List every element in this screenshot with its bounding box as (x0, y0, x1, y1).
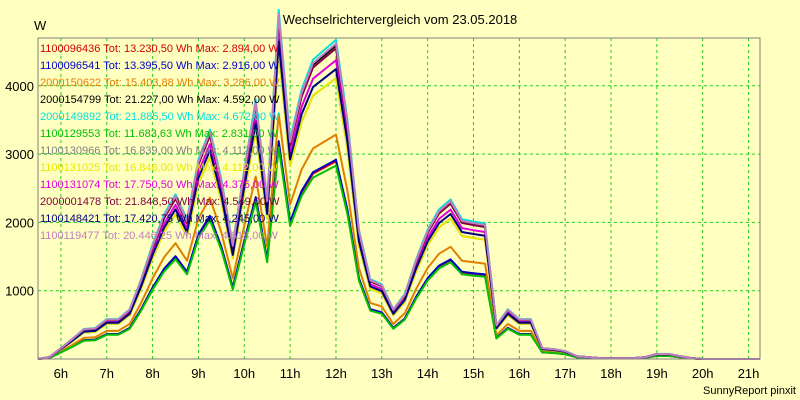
x-tick-label: 8h (145, 366, 159, 381)
legend-entry-1100131074: 1100131074 Tot: 17.750,50 Wh Max: 4.375,… (40, 179, 279, 191)
legend-entry-1100148421: 1100148421 Tot: 17.420,75 Wh Max: 4.245,… (40, 213, 279, 225)
legend-entry-1100130966: 1100130966 Tot: 16.839,00 Wh Max: 4.112,… (40, 145, 279, 157)
x-tick-label: 19h (646, 366, 668, 381)
legend: 1100096436 Tot: 13.230,50 Wh Max: 2.894,… (40, 43, 280, 242)
legend-entry-2000001478: 2000001478 Tot: 21.848,50 Wh Max: 4.549,… (40, 196, 280, 208)
x-tick-label: 17h (554, 366, 576, 381)
plot-frame (37, 37, 761, 360)
legend-entry-1100129553: 1100129553 Tot: 11.683,63 Wh Max: 2.831,… (40, 128, 279, 140)
x-tick-label: 20h (692, 366, 714, 381)
x-tick-label: 12h (325, 366, 347, 381)
series-line-1100119477 (37, 13, 760, 360)
legend-entry-1100119477: 1100119477 Tot: 20.446,25 Wh Max: 4.618,… (40, 230, 279, 242)
legend-entry-1100131025: 1100131025 Tot: 16.846,00 Wh Max: 4.112,… (40, 162, 279, 174)
x-tick-label: 18h (600, 366, 622, 381)
y-axis-unit: W (34, 18, 47, 33)
x-tick-label: 6h (54, 366, 68, 381)
footer-credit: SunnyReport pinxit (703, 385, 796, 397)
legend-entry-1100096541: 1100096541 Tot: 13.395,50 Wh Max: 2.916,… (40, 60, 279, 72)
y-tick-label: 4000 (5, 79, 34, 94)
x-tick-label: 7h (100, 366, 114, 381)
x-tick-labels: 6h 7h 8h 9h 10h 11h 12h 13h 14h 15h 16h 17h 18h 19h 20… (54, 366, 760, 381)
y-tick-label: 3000 (5, 147, 34, 162)
legend-entry-2000149892: 2000149892 Tot: 21.885,50 Wh Max: 4.672,… (40, 111, 280, 123)
series-lines (37, 8, 760, 360)
y-tick-label: 2000 (5, 215, 34, 230)
x-tick-label: 16h (508, 366, 530, 381)
y-tick-labels: 1000 2000 3000 4000 (5, 79, 34, 299)
x-tick-label: 9h (191, 366, 205, 381)
chart-title: Wechselrichtervergleich vom 23.05.2018 (283, 12, 518, 27)
x-tick-label: 13h (371, 366, 393, 381)
axes (37, 37, 761, 360)
x-tick-label: 21h (738, 366, 760, 381)
legend-entry-2000154799: 2000154799 Tot: 21.227,00 Wh Max: 4.592,… (40, 94, 280, 106)
legend-entry-2000150622: 2000150622 Tot: 15.403,88 Wh Max: 3.286,… (40, 77, 280, 89)
y-tick-label: 1000 (5, 284, 34, 299)
legend-entry-1100096436: 1100096436 Tot: 13.230,50 Wh Max: 2.894,… (40, 43, 279, 55)
x-tick-label: 10h (233, 366, 255, 381)
x-tick-label: 14h (417, 366, 439, 381)
x-tick-label: 11h (280, 366, 301, 381)
grid (38, 38, 760, 359)
x-tick-label: 15h (463, 366, 485, 381)
